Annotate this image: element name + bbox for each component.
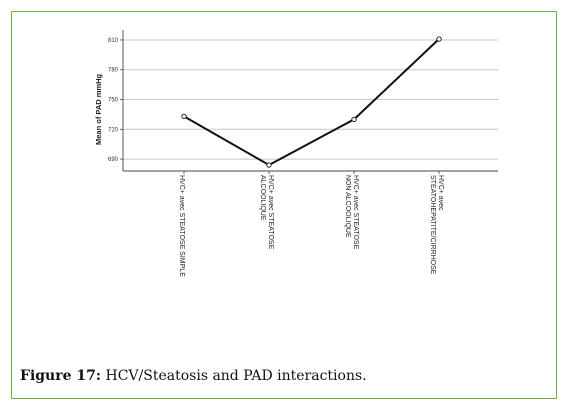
figure-frame xyxy=(11,11,557,399)
category-label: STEATOHEPATITE/CIRRHOSE xyxy=(429,175,436,275)
category-label: NON ALCOOLIQUE xyxy=(344,175,351,238)
data-point xyxy=(266,162,272,168)
y-tick-label: 780 xyxy=(108,68,119,74)
category-label: ALCOOLIQUE xyxy=(259,175,266,221)
category-label: HVC+ avec xyxy=(437,175,444,211)
y-tick-label: 690 xyxy=(108,157,119,163)
category-label: HVC+ avec STEATOSE xyxy=(267,175,274,250)
figure-caption: Figure 17: HCV/Steatosis and PAD interac… xyxy=(20,368,367,384)
category-label: HVC+ avec STEATOSE SIMPLE xyxy=(178,175,185,277)
series-line xyxy=(183,38,440,167)
figure-label: Figure 17: xyxy=(20,368,102,384)
y-tick-label: 750 xyxy=(108,98,119,104)
data-point xyxy=(436,36,442,42)
y-tick-label: 720 xyxy=(108,127,119,133)
data-point xyxy=(181,113,187,120)
y-tick-label: 810 xyxy=(108,38,119,44)
category-label: HVC+ avec STEATOSE xyxy=(352,175,359,250)
data-point xyxy=(351,116,357,123)
figure-caption-text: HCV/Steatosis and PAD interactions. xyxy=(105,368,367,384)
y-axis-label: Mean of PAD mmHg xyxy=(94,73,103,145)
